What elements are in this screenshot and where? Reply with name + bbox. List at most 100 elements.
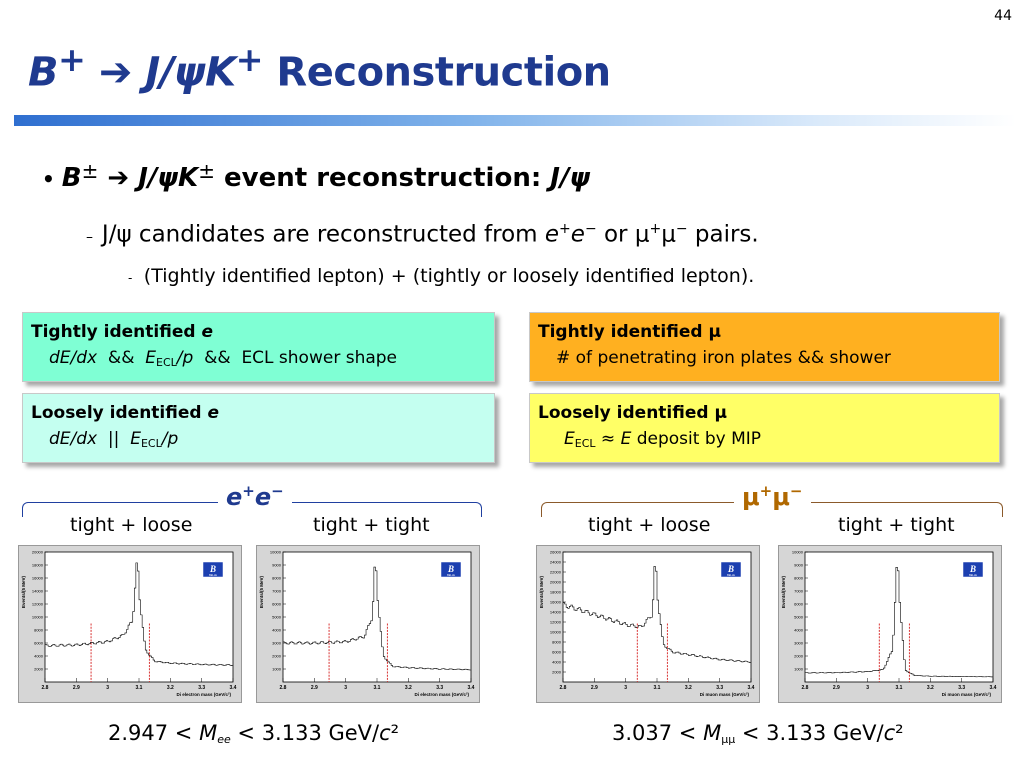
y-tick-label: 24000 [550,560,562,565]
mass-histogram [805,567,993,678]
tight-electron-box: Tightly identified e dE/dx && EECL/p && … [22,312,495,382]
title-k-charge: + [235,40,264,79]
y-tick-label: 22000 [550,570,562,575]
y-tick-label: 26000 [550,550,562,555]
y-tick-label: 6000 [552,650,562,655]
b2-e2: e [570,221,585,248]
x-tick-label: 3.3 [436,685,443,691]
loose-muon-box: Loosely identified μ EECL ≈ E deposit by… [529,393,1000,463]
x-axis-label: Di electron mass (GeV/c²) [176,692,231,697]
x-tick-label: 3.1 [654,685,661,691]
b1-pm2: ± [198,159,215,183]
y-tick-label: 8000 [34,628,44,633]
svg-text:B: B [969,564,976,574]
y-tick-label: 10000 [32,615,44,620]
x-tick-label: 3.1 [374,685,381,691]
ee-group-label: e+e− [218,482,292,511]
x-tick-label: 3.2 [405,685,412,691]
mass-histogram [563,566,751,663]
loose-muon-criteria: EECL ≈ E deposit by MIP [564,429,762,450]
b2-s1: + [559,221,571,237]
y-tick-label: 3000 [272,641,282,646]
b2-s4: − [675,221,688,237]
y-axis-label: Events/(5 MeV) [539,575,544,608]
y-tick-label: 16000 [32,576,44,581]
title-jpsik: J/ψK [145,49,236,96]
tight-electron-heading: Tightly identified e [31,322,213,342]
x-tick-label: 3.4 [748,685,755,691]
svg-text:B: B [727,564,734,574]
x-axis-label: Di muon mass (GeV/c²) [700,692,750,697]
y-tick-label: 12000 [550,620,562,625]
loose-electron-box: Loosely identified e dE/dx || EECL/p [22,393,495,463]
y-tick-label: 3000 [794,641,804,646]
x-tick-label: 3.1 [136,685,143,691]
b1-jpsik: J/ψK [138,163,199,193]
x-tick-label: 2.9 [73,685,80,691]
y-tick-label: 8000 [272,576,282,581]
tight-muon-box: Tightly identified μ # of penetrating ir… [529,312,1000,382]
y-tick-label: 14000 [550,610,562,615]
x-tick-label: 3 [624,685,627,691]
b3-text: (Tightly identified lepton) + (tightly o… [143,265,755,287]
tight-electron-criteria: dE/dx && EECL/p && ECL shower shape [49,348,398,369]
x-tick-label: 3 [866,685,869,691]
y-axis-label: Events/(5 MeV) [21,575,26,608]
y-tick-label: 14000 [32,589,44,594]
mumu-group-label: μ+μ− [734,482,811,511]
y-tick-label: 7000 [794,589,804,594]
x-tick-label: 2.8 [802,685,809,691]
y-tick-label: 10000 [792,550,804,555]
y-tick-label: 16000 [550,600,562,605]
histogram-svg: 2000 4000 6000 8000 10000 12000 14000 16000 1800… [539,550,755,698]
title-arrow: ➔ [85,49,146,96]
histogram-svg: 1000 2000 3000 4000 5000 6000 7000 8000 9000 1000… [259,550,475,698]
title-rest: Reconstruction [263,49,611,96]
x-axis-label: Di electron mass (GeV/c²) [414,692,469,697]
x-tick-label: 3.2 [685,685,692,691]
x-tick-label: 3.3 [716,685,723,691]
title-b-charge: + [58,40,86,79]
y-tick-label: 2000 [272,654,282,659]
x-tick-label: 2.9 [591,685,598,691]
b1-jpsi: J/ψ [550,163,591,193]
y-tick-label: 9000 [272,563,282,568]
x-tick-label: 3.4 [990,685,997,691]
b1-b: B [61,163,82,193]
y-tick-label: 12000 [32,602,44,607]
y-axis-label: Events/(5 MeV) [259,575,264,608]
ee-tight-loose-label: tight + loose [70,514,193,536]
x-tick-label: 3 [344,685,347,691]
mumu-tight-tight-label: tight + tight [838,514,955,536]
y-tick-label: 6000 [794,602,804,607]
ee-mass-window: 2.947 < Mee < 3.133 GeV/c² [108,721,400,746]
tight-muon-criteria: # of penetrating iron plates && shower [556,348,891,368]
mumu-mass-window: 3.037 < Mμμ < 3.133 GeV/c² [612,721,904,746]
b2-text-a: J/ψ candidates are reconstructed from [101,221,545,248]
y-tick-label: 2000 [794,654,804,659]
ee-tight-tight-plot: 1000 2000 3000 4000 5000 6000 7000 8000 9000 1000… [256,545,480,703]
y-tick-label: 1000 [794,667,804,672]
y-tick-label: 6000 [272,602,282,607]
mass-histogram [283,566,471,671]
x-tick-label: 3.4 [230,685,237,691]
x-tick-label: 2.8 [280,685,287,691]
y-tick-label: 4000 [794,628,804,633]
y-tick-label: 8000 [794,576,804,581]
y-tick-label: 6000 [34,641,44,646]
svg-text:BELLE: BELLE [447,574,455,577]
x-tick-label: 3.3 [958,685,965,691]
svg-text:BELLE: BELLE [209,574,217,577]
svg-text:BELLE: BELLE [969,574,977,577]
svg-text:BELLE: BELLE [727,574,735,577]
y-tick-label: 10000 [270,550,282,555]
y-tick-label: 4000 [34,654,44,659]
b2-s2: − [584,221,597,237]
x-tick-label: 3.2 [927,685,934,691]
x-tick-label: 3.3 [198,685,205,691]
y-tick-label: 9000 [794,563,804,568]
y-tick-label: 10000 [550,630,562,635]
